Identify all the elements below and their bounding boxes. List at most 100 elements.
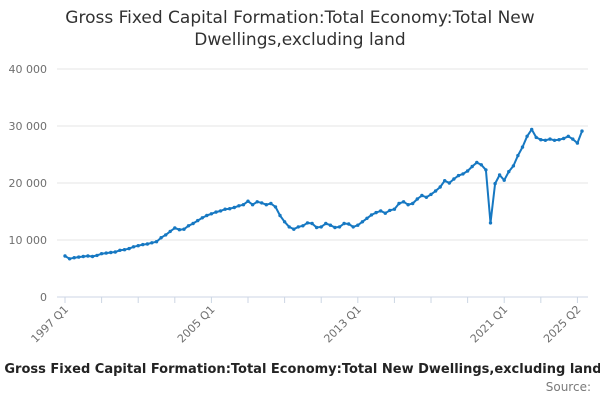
series-point[interactable] bbox=[383, 211, 387, 215]
series-point[interactable] bbox=[392, 207, 397, 211]
series-point[interactable] bbox=[328, 223, 333, 227]
series-point[interactable] bbox=[351, 225, 355, 229]
series-point[interactable] bbox=[273, 205, 278, 209]
series-point[interactable] bbox=[557, 138, 561, 142]
series-point[interactable] bbox=[255, 200, 259, 204]
series-point[interactable] bbox=[200, 216, 204, 220]
series-point[interactable] bbox=[566, 134, 570, 138]
series-point[interactable] bbox=[296, 225, 300, 229]
series-point[interactable] bbox=[475, 160, 479, 165]
series-point[interactable] bbox=[447, 181, 451, 185]
series-point[interactable] bbox=[374, 210, 378, 215]
series-point[interactable] bbox=[250, 203, 255, 207]
series-point[interactable] bbox=[420, 193, 424, 198]
series-point[interactable] bbox=[177, 228, 182, 232]
series-point[interactable] bbox=[443, 179, 447, 183]
series-point[interactable] bbox=[205, 213, 209, 218]
series-point[interactable] bbox=[159, 236, 163, 240]
series-point[interactable] bbox=[113, 250, 118, 254]
series-point[interactable] bbox=[342, 221, 346, 226]
series-point[interactable] bbox=[305, 221, 310, 225]
series-point[interactable] bbox=[223, 207, 227, 211]
series-point[interactable] bbox=[246, 199, 250, 203]
series-point[interactable] bbox=[397, 201, 401, 206]
series-point[interactable] bbox=[433, 189, 438, 193]
series-point[interactable] bbox=[314, 225, 319, 230]
series-point[interactable] bbox=[287, 225, 291, 229]
series-point[interactable] bbox=[548, 137, 552, 141]
series-point[interactable] bbox=[67, 257, 72, 261]
series-point[interactable] bbox=[484, 168, 488, 172]
series-point[interactable] bbox=[63, 254, 67, 258]
series-point[interactable] bbox=[95, 253, 99, 258]
series-point[interactable] bbox=[470, 164, 474, 169]
series-point[interactable] bbox=[465, 169, 470, 173]
series-point[interactable] bbox=[456, 173, 461, 178]
series-point[interactable] bbox=[488, 221, 493, 225]
series-point[interactable] bbox=[543, 138, 548, 142]
series-point[interactable] bbox=[388, 208, 392, 213]
series-point[interactable] bbox=[218, 209, 223, 213]
series-point[interactable] bbox=[241, 203, 246, 207]
series-point[interactable] bbox=[104, 251, 108, 255]
series-point[interactable] bbox=[461, 172, 465, 176]
series-point[interactable] bbox=[292, 227, 296, 231]
series-point[interactable] bbox=[214, 210, 218, 214]
series-point[interactable] bbox=[319, 225, 323, 229]
series-point[interactable] bbox=[109, 250, 113, 255]
series-point[interactable] bbox=[186, 224, 191, 228]
series-point[interactable] bbox=[122, 248, 127, 252]
series-point[interactable] bbox=[168, 229, 172, 234]
series-point[interactable] bbox=[575, 141, 580, 145]
series-point[interactable] bbox=[571, 137, 575, 141]
series-point[interactable] bbox=[145, 242, 150, 246]
series-point[interactable] bbox=[406, 203, 410, 207]
series-point[interactable] bbox=[562, 136, 566, 141]
series-point[interactable] bbox=[337, 225, 342, 229]
series-point[interactable] bbox=[507, 169, 511, 174]
series-point[interactable] bbox=[580, 129, 584, 133]
series-point[interactable] bbox=[356, 223, 360, 227]
series-point[interactable] bbox=[196, 218, 200, 223]
series-point[interactable] bbox=[81, 254, 86, 259]
series-point[interactable] bbox=[511, 164, 516, 168]
series-point[interactable] bbox=[232, 205, 236, 210]
series-point[interactable] bbox=[552, 138, 557, 142]
series-point[interactable] bbox=[260, 201, 264, 205]
series-point[interactable] bbox=[502, 178, 506, 182]
series-point[interactable] bbox=[154, 240, 159, 244]
series-line[interactable] bbox=[64, 128, 583, 260]
series-point[interactable] bbox=[90, 254, 95, 259]
series-point[interactable] bbox=[141, 242, 145, 247]
series-point[interactable] bbox=[118, 248, 122, 252]
series-point[interactable] bbox=[99, 252, 104, 256]
series-point[interactable] bbox=[369, 213, 374, 217]
series-point[interactable] bbox=[282, 220, 287, 224]
series-point[interactable] bbox=[191, 221, 195, 226]
series-point[interactable] bbox=[136, 244, 140, 248]
series-point[interactable] bbox=[182, 227, 186, 231]
series-point[interactable] bbox=[127, 246, 131, 251]
series-point[interactable] bbox=[77, 255, 81, 259]
series-point[interactable] bbox=[497, 173, 502, 177]
series-point[interactable] bbox=[424, 195, 429, 199]
series-point[interactable] bbox=[72, 256, 76, 260]
series-point[interactable] bbox=[415, 197, 419, 201]
series-point[interactable] bbox=[301, 224, 305, 228]
series-point[interactable] bbox=[539, 138, 543, 142]
series-point[interactable] bbox=[269, 201, 273, 206]
series-point[interactable] bbox=[411, 201, 415, 206]
series-point[interactable] bbox=[237, 204, 241, 208]
series-point[interactable] bbox=[347, 222, 351, 226]
series-point[interactable] bbox=[516, 153, 520, 158]
series-point[interactable] bbox=[479, 163, 483, 167]
series-point[interactable] bbox=[86, 254, 90, 258]
series-point[interactable] bbox=[164, 233, 168, 237]
series-point[interactable] bbox=[150, 241, 154, 245]
series-point[interactable] bbox=[525, 134, 529, 138]
series-point[interactable] bbox=[438, 185, 442, 189]
series-point[interactable] bbox=[493, 181, 497, 186]
series-point[interactable] bbox=[173, 226, 177, 230]
series-point[interactable] bbox=[530, 127, 534, 132]
series-point[interactable] bbox=[278, 213, 282, 218]
